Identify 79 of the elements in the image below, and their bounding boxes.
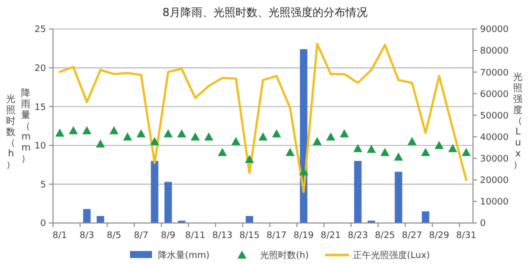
x-tick-label: 8/19 (294, 231, 314, 241)
point (68, 126, 78, 134)
point (231, 137, 240, 146)
text: 光照时数（h） (6, 93, 16, 171)
chart-title: 8月降雨、光照时数、光照强度的分布情况 (162, 6, 368, 19)
x-tick-label: 8/5 (106, 231, 122, 241)
point (366, 144, 376, 153)
bar (150, 160, 158, 223)
point (177, 129, 186, 138)
x-tick-label: 8/9 (160, 231, 176, 241)
line-series (58, 42, 468, 194)
x-tick-label: 8/21 (320, 231, 341, 241)
x-tick-label: 8/3 (80, 231, 94, 241)
y-tick-label: 20 (34, 64, 46, 74)
y2-tick-label: 50000 (480, 111, 509, 122)
point (96, 139, 105, 148)
x-tick-label: 8/7 (134, 231, 148, 241)
y2-tick-label: 0 (480, 219, 486, 230)
y2-tick-label: 30000 (480, 154, 509, 164)
y2-tick-label: 90000 (480, 25, 509, 36)
point (218, 148, 227, 156)
point (286, 148, 295, 156)
point (312, 137, 322, 146)
x-tick-label: 8/17 (266, 231, 287, 241)
point (448, 144, 458, 152)
y-axis-title: 降雨量（mm） (21, 87, 31, 165)
x-tick-label: 8/1 (52, 231, 68, 241)
point (340, 129, 349, 138)
point (109, 126, 118, 134)
text: 光照强度（Lux） (513, 72, 523, 170)
bar (164, 182, 172, 223)
point (204, 132, 214, 140)
y-tick-label: 15 (34, 102, 46, 113)
x-tick-label: 8/29 (429, 231, 450, 241)
point (462, 148, 471, 156)
legend-label: 光照时数(h) (260, 250, 309, 262)
bar (422, 211, 430, 223)
y-tick-label: 10 (34, 142, 46, 152)
y2-tick-label: 10000 (480, 198, 509, 208)
y2-tick-label: 80000 (480, 46, 509, 57)
y-tick-label: 0 (40, 219, 46, 230)
point (326, 132, 336, 140)
x-tick-label: 8/11 (185, 231, 206, 241)
y2-tick-label: 70000 (480, 68, 509, 78)
x-tick-label: 8/27 (402, 231, 422, 241)
legend-label: 降水量(mm) (158, 250, 210, 262)
y2-tick-label: 40000 (480, 132, 509, 143)
y2-tick-label: 20000 (480, 176, 509, 186)
y2-tick-label: 60000 (480, 90, 509, 100)
bar (354, 160, 362, 223)
bar (83, 209, 91, 223)
point (55, 128, 64, 137)
point (150, 137, 160, 146)
point (164, 129, 173, 138)
y-tick-label: 25 (34, 25, 46, 36)
point (190, 132, 200, 140)
point (299, 167, 308, 176)
point (353, 144, 362, 152)
x-tick-label: 8/13 (212, 231, 232, 241)
y-tick-label: 5 (40, 180, 46, 190)
x-tick-label: 8/25 (374, 231, 396, 241)
point (123, 132, 132, 140)
bar (394, 172, 402, 223)
bar (246, 216, 254, 223)
point (244, 154, 254, 163)
point (408, 137, 417, 146)
bar (96, 216, 104, 223)
x-tick-label: 8/23 (348, 231, 368, 241)
point (380, 148, 390, 156)
legend-label: 正午光照强度(Lux) (353, 250, 430, 262)
point (82, 126, 92, 134)
point (434, 140, 444, 149)
point (421, 148, 430, 156)
point (258, 132, 268, 140)
x-tick-label: 8/31 (456, 231, 476, 241)
x-tick-label: 8/15 (239, 231, 260, 241)
point (394, 152, 403, 161)
point (136, 129, 146, 138)
point (272, 129, 282, 138)
